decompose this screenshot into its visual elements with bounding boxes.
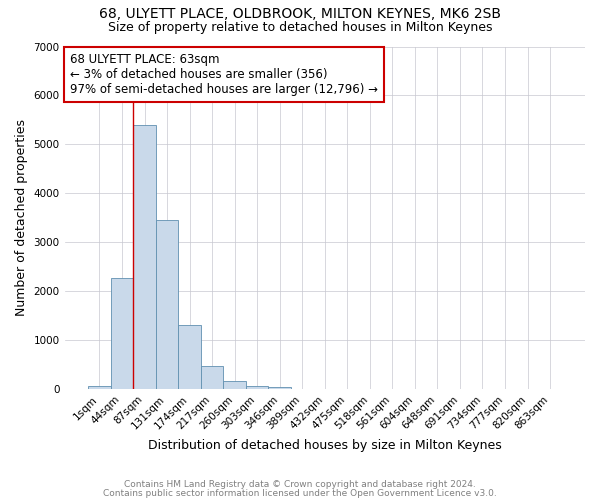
Bar bbox=[223, 380, 246, 390]
Text: Size of property relative to detached houses in Milton Keynes: Size of property relative to detached ho… bbox=[108, 21, 492, 34]
Bar bbox=[268, 387, 291, 390]
Y-axis label: Number of detached properties: Number of detached properties bbox=[15, 120, 28, 316]
Bar bbox=[246, 386, 268, 390]
Text: Contains public sector information licensed under the Open Government Licence v3: Contains public sector information licen… bbox=[103, 489, 497, 498]
Bar bbox=[156, 220, 178, 390]
Bar bbox=[88, 386, 111, 390]
Text: Contains HM Land Registry data © Crown copyright and database right 2024.: Contains HM Land Registry data © Crown c… bbox=[124, 480, 476, 489]
Text: 68, ULYETT PLACE, OLDBROOK, MILTON KEYNES, MK6 2SB: 68, ULYETT PLACE, OLDBROOK, MILTON KEYNE… bbox=[99, 8, 501, 22]
Bar bbox=[111, 278, 133, 390]
Text: 68 ULYETT PLACE: 63sqm
← 3% of detached houses are smaller (356)
97% of semi-det: 68 ULYETT PLACE: 63sqm ← 3% of detached … bbox=[70, 54, 378, 96]
Bar bbox=[133, 126, 156, 390]
Bar bbox=[201, 366, 223, 390]
X-axis label: Distribution of detached houses by size in Milton Keynes: Distribution of detached houses by size … bbox=[148, 440, 502, 452]
Bar bbox=[178, 326, 201, 390]
